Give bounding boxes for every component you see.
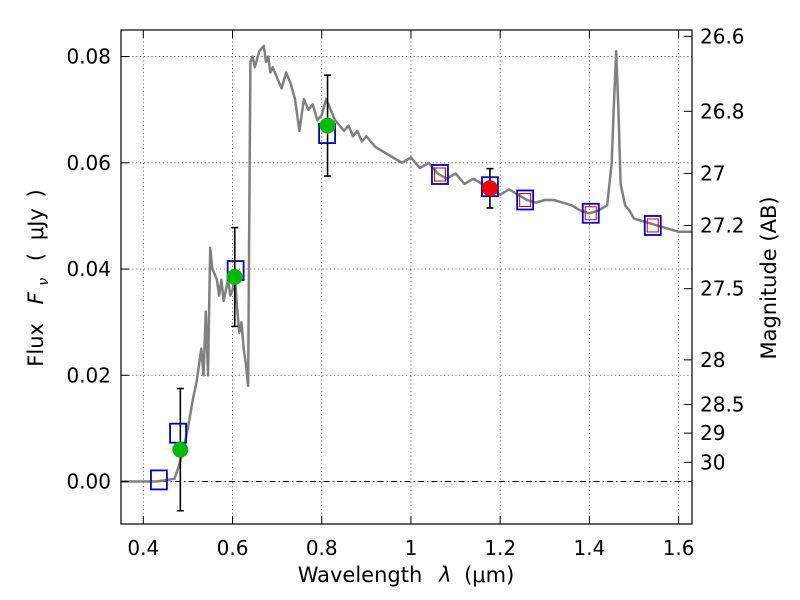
x-axis-title-symbol: λ [438,563,451,587]
model-photometry-inner-square [433,167,446,182]
mag-tick-label: 30 [700,450,725,474]
mag-tick-label: 27.2 [700,213,745,237]
model-photometry-square [643,215,662,236]
x-tick-label: 1.4 [573,536,605,560]
model-photometry-square [150,469,168,491]
series-layer [121,44,692,512]
y-tick-label: 0.02 [66,363,111,387]
plot-frame [120,29,693,525]
y-tick-label: 0.08 [66,45,111,69]
y-tick-label: 0.06 [66,151,111,175]
mag-tick-label: 29 [700,421,725,445]
x-tick-label: 1 [405,536,418,560]
x-tick-label: 0.4 [127,536,159,560]
x-tick-label: 0.6 [217,536,249,560]
model-photometry-inner-square [584,206,597,221]
model-photometry-square [516,189,535,211]
x-tick-label: 1.6 [663,536,695,560]
y-axis-title-symbol: F [24,291,48,304]
y-axis-title-unit-close: ) [24,189,48,197]
y-axis-title-text: Flux [24,323,48,367]
ticks: 0.4 0.6 0.8 1 1.2 1.4 1.6 0.00 0.02 0.04 0.06 0.08 2… [66,24,744,560]
model-photometry-square [431,164,449,185]
y-axis-title: Flux F ν ( μJy ) [24,189,53,366]
mag-tick-label: 26.8 [700,99,745,123]
model-photometry-inner-square [646,218,659,233]
observed-point [319,117,336,134]
y-axis-title-subscript: ν [36,278,52,286]
mag-tick-label: 28 [700,348,725,372]
observed-point [481,180,498,197]
x-axis-title: Wavelength λ (μm) [298,563,515,587]
model-photometry-square [581,202,600,224]
y-axis-title-unit: μJy [24,208,48,240]
observed-point [226,269,243,285]
y-tick-label: 0.04 [66,257,111,281]
x-tick-label: 0.8 [306,536,338,560]
observed-point [172,441,189,458]
spectrum-line [121,44,692,483]
mag-tick-label: 26.6 [700,24,745,48]
mag-tick-label: 27.5 [700,277,745,301]
mag-tick-label: 27 [700,161,725,185]
y-tick-label: 0.00 [66,470,111,494]
x-axis-title-text: Wavelength [298,563,423,587]
x-axis-title-unit: (μm) [464,563,514,587]
y2-axis-title: Magnitude (AB) [757,196,781,359]
x-tick-label: 1.2 [484,536,516,560]
y-axis-title-unit-open: ( [24,253,48,261]
model-photometry-inner-square [519,192,532,207]
grid [121,30,692,524]
mag-tick-label: 28.5 [700,392,745,416]
model-photometry-square [169,422,188,444]
